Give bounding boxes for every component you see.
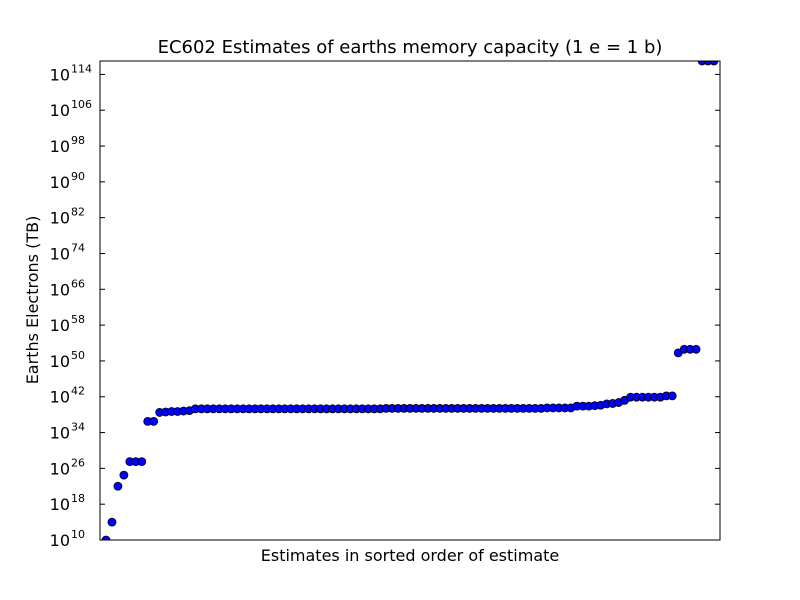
y-tick-label-exponent: 74 bbox=[71, 241, 85, 254]
y-tick-label-exponent: 82 bbox=[71, 206, 85, 219]
y-tick-label-exponent: 34 bbox=[71, 421, 85, 434]
y-tick-label-exponent: 98 bbox=[71, 134, 85, 147]
y-tick-label: 10 bbox=[50, 65, 70, 84]
y-tick-label: 10 bbox=[50, 531, 70, 550]
y-tick-label-exponent: 66 bbox=[71, 277, 85, 290]
data-point bbox=[709, 61, 719, 66]
y-tick-label: 10 bbox=[50, 137, 70, 156]
y-tick-label: 10 bbox=[50, 173, 70, 192]
y-tick-label: 10 bbox=[50, 209, 70, 228]
data-point bbox=[667, 391, 677, 401]
y-tick-label-exponent: 18 bbox=[71, 492, 85, 505]
x-axis-label: Estimates in sorted order of estimate bbox=[261, 546, 560, 565]
data-point bbox=[113, 481, 123, 491]
y-tick-label-exponent: 90 bbox=[71, 170, 85, 183]
y-tick-label: 10 bbox=[50, 244, 70, 263]
data-points bbox=[101, 61, 719, 540]
y-tick-label-exponent: 50 bbox=[71, 349, 85, 362]
data-point bbox=[101, 535, 111, 540]
data-point bbox=[149, 416, 159, 426]
data-point bbox=[137, 457, 147, 467]
y-tick-label-exponent: 106 bbox=[71, 98, 92, 111]
chart-title: EC602 Estimates of earths memory capacit… bbox=[158, 37, 663, 58]
y-tick-label: 10 bbox=[50, 352, 70, 371]
plot-area bbox=[100, 61, 720, 540]
plot-frame bbox=[99, 60, 721, 541]
y-tick-label-exponent: 58 bbox=[71, 313, 85, 326]
y-axis-label: Earths Electrons (TB) bbox=[23, 216, 42, 385]
y-tick-label-exponent: 42 bbox=[71, 385, 85, 398]
y-tick-label: 10 bbox=[50, 101, 70, 120]
y-tick-label: 10 bbox=[50, 280, 70, 299]
data-point bbox=[691, 344, 701, 354]
y-tick-label: 10 bbox=[50, 424, 70, 443]
y-tick-label-exponent: 10 bbox=[71, 528, 85, 541]
y-tick-label-exponent: 114 bbox=[71, 62, 92, 75]
y-tick-label: 10 bbox=[50, 388, 70, 407]
data-point bbox=[107, 517, 117, 527]
y-tick-label: 10 bbox=[50, 495, 70, 514]
data-point bbox=[119, 470, 129, 480]
y-tick-label: 10 bbox=[50, 316, 70, 335]
y-tick-label-exponent: 26 bbox=[71, 456, 85, 469]
y-tick-label: 10 bbox=[50, 459, 70, 478]
